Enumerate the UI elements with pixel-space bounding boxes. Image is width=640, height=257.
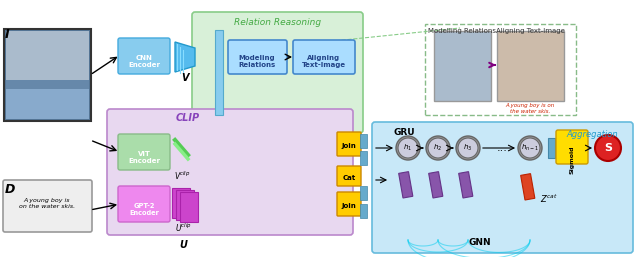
FancyBboxPatch shape: [337, 132, 361, 156]
Bar: [360, 186, 367, 200]
Text: CLIP: CLIP: [176, 113, 200, 123]
Text: Aligning
Text-Image: Aligning Text-Image: [302, 55, 346, 68]
Bar: [172, 188, 190, 218]
FancyBboxPatch shape: [337, 192, 361, 216]
Text: Cat: Cat: [342, 175, 356, 181]
Text: $h_3$: $h_3$: [463, 143, 472, 153]
Text: Modeling
Relations: Modeling Relations: [238, 55, 276, 68]
Bar: [459, 172, 473, 198]
Circle shape: [458, 138, 478, 158]
Circle shape: [396, 136, 420, 160]
Bar: [176, 190, 194, 220]
Text: $h_{n-1}$: $h_{n-1}$: [521, 143, 539, 153]
Circle shape: [398, 138, 418, 158]
Text: Join: Join: [342, 143, 356, 149]
FancyBboxPatch shape: [556, 130, 588, 164]
FancyBboxPatch shape: [228, 40, 287, 74]
FancyBboxPatch shape: [107, 109, 353, 235]
FancyBboxPatch shape: [4, 29, 91, 121]
FancyBboxPatch shape: [3, 180, 92, 232]
Polygon shape: [175, 42, 195, 72]
Text: S: S: [604, 143, 612, 153]
Text: Aggregation: Aggregation: [566, 130, 618, 139]
Text: $h_2$: $h_2$: [433, 143, 442, 153]
Bar: [360, 151, 367, 165]
Bar: [360, 204, 367, 218]
Bar: [360, 134, 367, 148]
FancyBboxPatch shape: [434, 31, 491, 101]
Text: GRU: GRU: [393, 128, 415, 137]
Text: I: I: [5, 28, 10, 41]
Bar: [521, 174, 535, 200]
Text: VIT
Encoder: VIT Encoder: [128, 151, 160, 164]
Text: Modelling Relations: Modelling Relations: [428, 28, 496, 34]
Circle shape: [518, 136, 542, 160]
Bar: [180, 192, 198, 222]
Bar: [399, 172, 413, 198]
FancyBboxPatch shape: [497, 31, 564, 101]
Text: Sigmoid: Sigmoid: [570, 146, 575, 175]
Text: Aligning Text-Image: Aligning Text-Image: [495, 28, 564, 34]
Bar: [6, 31, 89, 80]
Circle shape: [428, 138, 448, 158]
Text: GNN: GNN: [468, 238, 492, 247]
Text: A young boy is on
the water skis.: A young boy is on the water skis.: [506, 103, 555, 114]
Bar: [6, 31, 89, 119]
Text: GPT-2
Encoder: GPT-2 Encoder: [129, 203, 159, 216]
Text: Join: Join: [342, 203, 356, 209]
Text: $Z^{cat}$: $Z^{cat}$: [540, 193, 558, 205]
Text: Relation Reasoning: Relation Reasoning: [234, 18, 321, 27]
Text: U$^{clip}$: U$^{clip}$: [175, 222, 191, 234]
Bar: [6, 89, 89, 119]
Circle shape: [456, 136, 480, 160]
Bar: [215, 30, 223, 115]
FancyBboxPatch shape: [372, 122, 633, 253]
FancyBboxPatch shape: [118, 38, 170, 74]
Circle shape: [426, 136, 450, 160]
Bar: [429, 172, 443, 198]
Text: CNN
Encoder: CNN Encoder: [128, 55, 160, 68]
FancyBboxPatch shape: [192, 12, 363, 133]
Text: V: V: [181, 73, 189, 83]
Bar: [548, 138, 555, 158]
Text: V$^{clip}$: V$^{clip}$: [174, 170, 190, 182]
Text: U: U: [179, 240, 187, 250]
Text: ...: ...: [497, 143, 508, 153]
Text: A young boy is
on the water skis.: A young boy is on the water skis.: [19, 198, 75, 209]
FancyBboxPatch shape: [118, 186, 170, 222]
FancyBboxPatch shape: [118, 134, 170, 170]
Text: $h_1$: $h_1$: [403, 143, 413, 153]
Circle shape: [595, 135, 621, 161]
FancyBboxPatch shape: [293, 40, 355, 74]
Circle shape: [520, 138, 540, 158]
Text: D: D: [5, 183, 15, 196]
FancyBboxPatch shape: [337, 166, 361, 186]
